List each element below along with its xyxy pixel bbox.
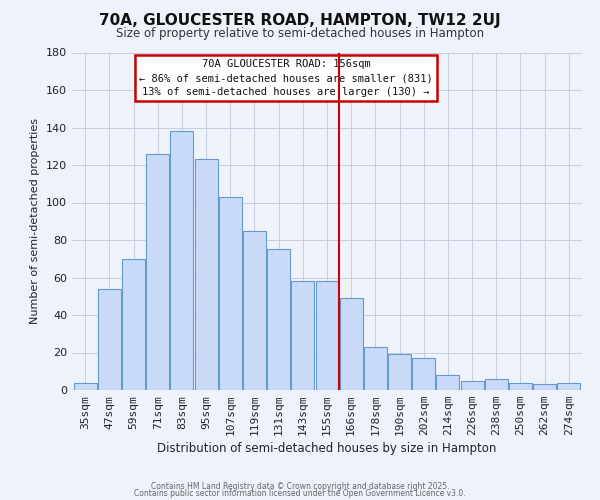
Bar	[557, 382, 580, 390]
Bar	[436, 375, 460, 390]
Bar	[122, 259, 145, 390]
Bar	[340, 298, 362, 390]
Bar	[146, 154, 169, 390]
Bar	[292, 281, 314, 390]
Bar	[509, 382, 532, 390]
Bar	[219, 197, 242, 390]
Bar	[364, 347, 387, 390]
Text: Size of property relative to semi-detached houses in Hampton: Size of property relative to semi-detach…	[116, 28, 484, 40]
Text: 70A GLOUCESTER ROAD: 156sqm
← 86% of semi-detached houses are smaller (831)
13% : 70A GLOUCESTER ROAD: 156sqm ← 86% of sem…	[139, 59, 433, 97]
Bar	[412, 358, 435, 390]
X-axis label: Distribution of semi-detached houses by size in Hampton: Distribution of semi-detached houses by …	[157, 442, 497, 456]
Bar	[243, 230, 266, 390]
Bar	[316, 281, 338, 390]
Bar	[74, 382, 97, 390]
Bar	[267, 250, 290, 390]
Text: 70A, GLOUCESTER ROAD, HAMPTON, TW12 2UJ: 70A, GLOUCESTER ROAD, HAMPTON, TW12 2UJ	[99, 12, 501, 28]
Bar	[388, 354, 411, 390]
Bar	[461, 380, 484, 390]
Text: Contains public sector information licensed under the Open Government Licence v3: Contains public sector information licen…	[134, 488, 466, 498]
Bar	[485, 379, 508, 390]
Text: Contains HM Land Registry data © Crown copyright and database right 2025.: Contains HM Land Registry data © Crown c…	[151, 482, 449, 491]
Y-axis label: Number of semi-detached properties: Number of semi-detached properties	[31, 118, 40, 324]
Bar	[194, 160, 218, 390]
Bar	[98, 289, 121, 390]
Bar	[170, 131, 193, 390]
Bar	[533, 384, 556, 390]
